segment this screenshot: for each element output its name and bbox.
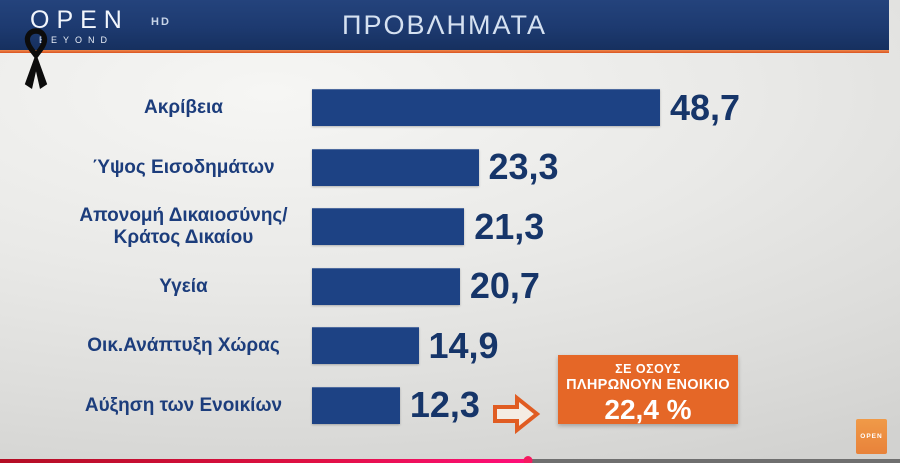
bar — [312, 208, 465, 246]
category-label: Υγεία — [159, 275, 208, 297]
value-label: 20,7 — [469, 265, 540, 307]
channel-logo: OPEN HD BEYOND — [30, 6, 169, 45]
value-label: 14,9 — [428, 324, 499, 366]
bar — [312, 148, 479, 186]
video-playhead[interactable] — [523, 456, 533, 463]
watermark-text: OPEN — [860, 433, 883, 440]
annotation-box: ΣΕ ΟΣΟΥΣ ΠΛΗΡΩΝΟΥΝ ΕΝΟΙΚΙΟ 22,4 % — [558, 355, 738, 425]
bar — [312, 327, 419, 365]
chart-title: ΠΡΟΒΛΗΜΑΤΑ — [341, 10, 548, 40]
chart-row: Ακρίβεια 48,7 — [0, 78, 900, 138]
chart-row: Απονομή Δικαιοσύνης/Κράτος Δικαίου 21,3 — [0, 197, 900, 257]
channel-tagline: BEYOND — [39, 35, 114, 45]
chart-row: Υγεία 20,7 — [0, 257, 900, 317]
annotation-value: 22,4 % — [604, 394, 692, 425]
value-label: 23,3 — [488, 146, 559, 188]
channel-logo-text: OPEN — [30, 6, 129, 34]
category-label: Αύξηση των Ενοικίων — [84, 394, 283, 416]
arrow-right-icon — [493, 393, 541, 435]
category-label: Απονομή Δικαιοσύνης/Κράτος Δικαίου — [79, 205, 288, 248]
chart-row: Οικ.Ανάπτυξη Χώρας 14,9 — [0, 316, 900, 376]
value-label: 21,3 — [474, 205, 545, 247]
chart-row: Ύψος Εισοδημάτων 23,3 — [0, 138, 900, 198]
header-band: OPEN HD BEYOND ΠΡΟΒΛΗΜΑΤΑ — [0, 0, 889, 50]
channel-watermark: OPEN — [856, 419, 887, 454]
category-label: Ακρίβεια — [144, 97, 223, 119]
bar — [312, 89, 660, 127]
annotation-line1: ΣΕ ΟΣΟΥΣ — [615, 362, 681, 376]
value-label: 48,7 — [670, 86, 741, 128]
video-progress-fill — [0, 459, 528, 463]
bar — [312, 267, 460, 305]
value-label: 12,3 — [409, 384, 480, 426]
chart-row: Αύξηση των Ενοικίων 12,3 — [0, 376, 900, 436]
hd-badge: HD — [151, 16, 171, 28]
category-label: Οικ.Ανάπτυξη Χώρας — [87, 335, 280, 357]
mourning-ribbon-icon — [24, 28, 48, 89]
bar-chart: Ακρίβεια 48,7 Ύψος Εισοδημάτων 23,3 Απον… — [0, 78, 900, 435]
annotation-line2: ΠΛΗΡΩΝΟΥΝ ΕΝΟΙΚΙΟ — [566, 377, 730, 393]
category-label: Ύψος Εισοδημάτων — [92, 156, 275, 178]
bar — [312, 386, 400, 424]
header-accent-line — [0, 50, 889, 53]
video-progress-track[interactable] — [0, 456, 900, 463]
